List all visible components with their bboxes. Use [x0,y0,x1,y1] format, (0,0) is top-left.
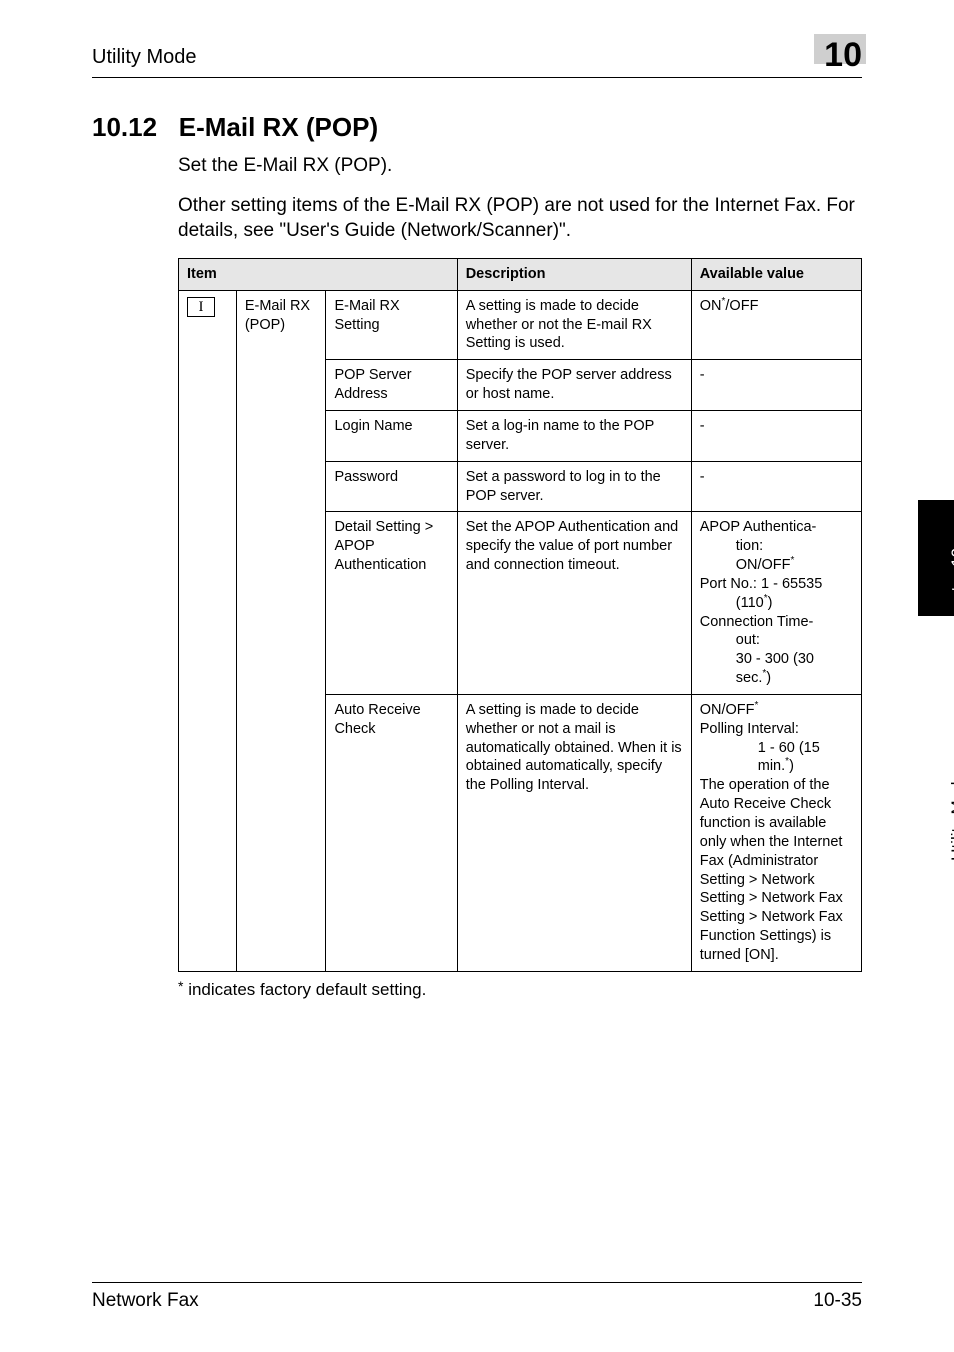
item-avail-cell: ON/OFF*Polling Interval:1 - 60 (15min.*)… [691,694,861,971]
th-available: Available value [691,258,861,290]
item-sub-cell: Auto Receive Check [326,694,457,971]
section-number: 10.12 [92,112,157,142]
item-desc-cell: Set a log-in name to the POP server. [457,410,691,461]
th-description: Description [457,258,691,290]
page-footer: Network Fax 10-35 [92,1282,862,1312]
item-sub-cell: Login Name [326,410,457,461]
header-underline [92,77,862,78]
item-sub-cell: Detail Setting > APOP Authentication [326,512,457,695]
item-avail-cell: - [691,410,861,461]
footer-left: Network Fax [92,1290,199,1312]
table-header-row: Item Description Available value [179,258,862,290]
settings-table: Item Description Available value I E-Mai… [178,258,862,972]
item-sub-cell: E-Mail RX Setting [326,290,457,360]
footnote-text: indicates factory default setting. [188,980,426,999]
item-icon-cell: I [179,290,237,971]
item-avail-cell: - [691,360,861,411]
main-content: 10.12 E-Mail RX (POP) Set the E-Mail RX … [92,112,862,1000]
table-row: I E-Mail RX (POP) E-Mail RX Setting A se… [179,290,862,360]
page-badge: 10 [824,36,862,75]
item-avail-cell: APOP Authentica-tion:ON/OFF*Port No.: 1 … [691,512,861,695]
footer-right: 10-35 [813,1290,862,1312]
footnote-star: * [178,978,183,994]
item-desc-cell: Specify the POP server address or host n… [457,360,691,411]
side-tab-mode: Utility Mode [948,772,954,861]
item-icon: I [187,297,215,317]
running-header: Utility Mode 10 [92,42,862,78]
intro-paragraph-1: Set the E-Mail RX (POP). [178,153,862,179]
item-name-cell: E-Mail RX (POP) [236,290,326,971]
item-avail-cell: - [691,461,861,512]
item-desc-cell: Set the APOP Authentication and specify … [457,512,691,695]
intro-paragraph-2: Other setting items of the E-Mail RX (PO… [178,193,862,244]
footnote: * indicates factory default setting. [178,980,862,1000]
running-title: Utility Mode [92,46,196,69]
th-item: Item [179,258,458,290]
footer-overline [92,1282,862,1283]
item-avail-cell: ON*/OFF [691,290,861,360]
side-tab: Chapter 10 Utility Mode [918,500,954,780]
item-sub-cell: Password [326,461,457,512]
side-tab-chapter: Chapter 10 [948,608,954,632]
item-sub-cell: POP Server Address [326,360,457,411]
section-heading: 10.12 E-Mail RX (POP) [92,112,862,143]
item-desc-cell: Set a password to log in to the POP serv… [457,461,691,512]
item-desc-cell: A setting is made to decide whether or n… [457,290,691,360]
item-desc-cell: A setting is made to decide whether or n… [457,694,691,971]
section-title-text: E-Mail RX (POP) [179,112,378,142]
page-badge-number: 10 [824,36,862,74]
